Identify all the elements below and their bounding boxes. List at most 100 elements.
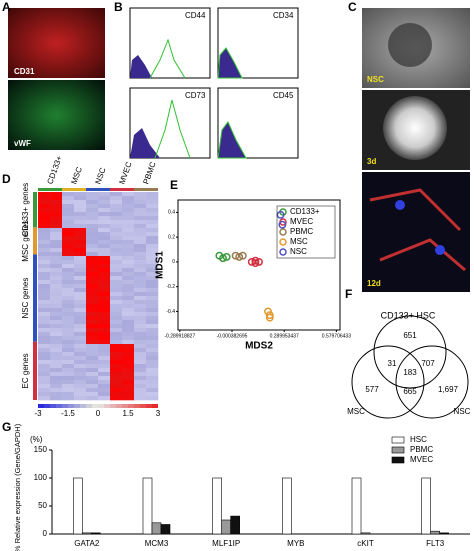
color-scale bbox=[44, 404, 50, 408]
heatmap bbox=[38, 192, 159, 401]
heatmap-cell bbox=[62, 328, 75, 333]
heatmap-cell bbox=[146, 204, 159, 209]
heatmap-cell bbox=[122, 352, 135, 357]
heatmap-cell bbox=[110, 348, 123, 353]
heatmap-cell bbox=[98, 332, 111, 337]
heatmap-cell bbox=[110, 316, 123, 321]
heatmap-cell bbox=[86, 276, 99, 281]
heatmap-cell bbox=[110, 364, 123, 369]
color-scale bbox=[74, 404, 80, 408]
heatmap-cell bbox=[98, 316, 111, 321]
heatmap-cell bbox=[38, 336, 51, 341]
color-scale bbox=[134, 404, 140, 408]
heatmap-cell bbox=[62, 304, 75, 309]
heatmap-cell bbox=[38, 284, 51, 289]
heatmap-cell bbox=[50, 264, 63, 269]
heatmap-cell bbox=[110, 304, 123, 309]
heatmap-cell bbox=[74, 312, 87, 317]
heatmap-cell bbox=[38, 252, 51, 257]
heatmap-cell bbox=[134, 272, 147, 277]
heatmap-cell bbox=[86, 292, 99, 297]
heatmap-cell bbox=[134, 336, 147, 341]
heatmap-cell bbox=[86, 364, 99, 369]
x-tick-label: cKIT bbox=[357, 539, 374, 548]
heatmap-cell bbox=[74, 396, 87, 401]
panel-label: D bbox=[2, 172, 11, 186]
x-tick-label: 0.289953437 bbox=[270, 333, 299, 339]
heatmap-cell bbox=[50, 296, 63, 301]
heatmap-cell bbox=[110, 384, 123, 389]
heatmap-cell bbox=[50, 328, 63, 333]
heatmap-cell bbox=[122, 284, 135, 289]
point bbox=[255, 257, 263, 266]
x-tick-label: MLF1IP bbox=[212, 539, 240, 548]
heatmap-cell bbox=[38, 208, 51, 213]
heatmap-cell bbox=[62, 244, 75, 249]
heatmap-cell bbox=[122, 344, 135, 349]
heatmap-cell bbox=[146, 352, 159, 357]
heatmap-cell bbox=[98, 364, 111, 369]
x-axis-label: MDS2 bbox=[245, 341, 273, 352]
heatmap-cell bbox=[98, 312, 111, 317]
heatmap-cell bbox=[38, 328, 51, 333]
heatmap-cell bbox=[98, 380, 111, 385]
heatmap-cell bbox=[86, 316, 99, 321]
heatmap-cell bbox=[122, 368, 135, 373]
heatmap-cell bbox=[146, 348, 159, 353]
heatmap-cell bbox=[62, 332, 75, 337]
heatmap-cell bbox=[122, 212, 135, 217]
venn-circle bbox=[351, 345, 425, 419]
panel-label: E bbox=[170, 178, 178, 192]
heatmap-cell bbox=[50, 204, 63, 209]
heatmap-cell bbox=[50, 304, 63, 309]
heatmap-cell bbox=[122, 384, 135, 389]
cd31-image bbox=[8, 8, 105, 78]
heatmap-cell bbox=[86, 388, 99, 393]
heatmap-cell bbox=[122, 240, 135, 245]
heatmap-cell bbox=[62, 340, 75, 345]
row-bar bbox=[33, 192, 37, 228]
heatmap-cell bbox=[134, 264, 147, 269]
heatmap-cell bbox=[74, 292, 87, 297]
heatmap-cell bbox=[98, 240, 111, 245]
heatmap-cell bbox=[38, 348, 51, 353]
heatmap-cell bbox=[86, 284, 99, 289]
heatmap-cell bbox=[110, 292, 123, 297]
heatmap-cell bbox=[146, 332, 159, 337]
heatmap-cell bbox=[38, 372, 51, 377]
heatmap-cell bbox=[110, 268, 123, 273]
heatmap-cell bbox=[146, 312, 159, 317]
heatmap-cell bbox=[50, 232, 63, 237]
heatmap-cell bbox=[110, 376, 123, 381]
color-scale bbox=[128, 404, 134, 408]
heatmap-cell bbox=[74, 296, 87, 301]
heatmap-cell bbox=[134, 288, 147, 293]
heatmap-cell bbox=[122, 228, 135, 233]
heatmap-cell bbox=[110, 244, 123, 249]
heatmap-cell bbox=[74, 360, 87, 365]
heatmap-cell bbox=[146, 364, 159, 369]
heatmap-cell bbox=[122, 316, 135, 321]
heatmap-cell bbox=[110, 340, 123, 345]
heatmap-cell bbox=[98, 300, 111, 305]
heatmap-cell bbox=[50, 248, 63, 253]
heatmap-cell bbox=[146, 192, 159, 197]
heatmap-cell bbox=[38, 196, 51, 201]
heatmap-cell bbox=[50, 372, 63, 377]
heatmap-cell bbox=[122, 224, 135, 229]
color-scale bbox=[146, 404, 152, 408]
heatmap-cell bbox=[110, 332, 123, 337]
heatmap-cell bbox=[110, 284, 123, 289]
heatmap-cell bbox=[110, 204, 123, 209]
column-bar bbox=[86, 188, 110, 191]
heatmap-cell bbox=[122, 324, 135, 329]
heatmap-cell bbox=[122, 300, 135, 305]
heatmap-cell bbox=[98, 276, 111, 281]
heatmap-cell bbox=[146, 392, 159, 397]
heatmap-cell bbox=[86, 340, 99, 345]
marker-peak bbox=[154, 99, 191, 159]
heatmap-cell bbox=[50, 368, 63, 373]
heatmap-cell bbox=[50, 336, 63, 341]
heatmap-cell bbox=[50, 284, 63, 289]
